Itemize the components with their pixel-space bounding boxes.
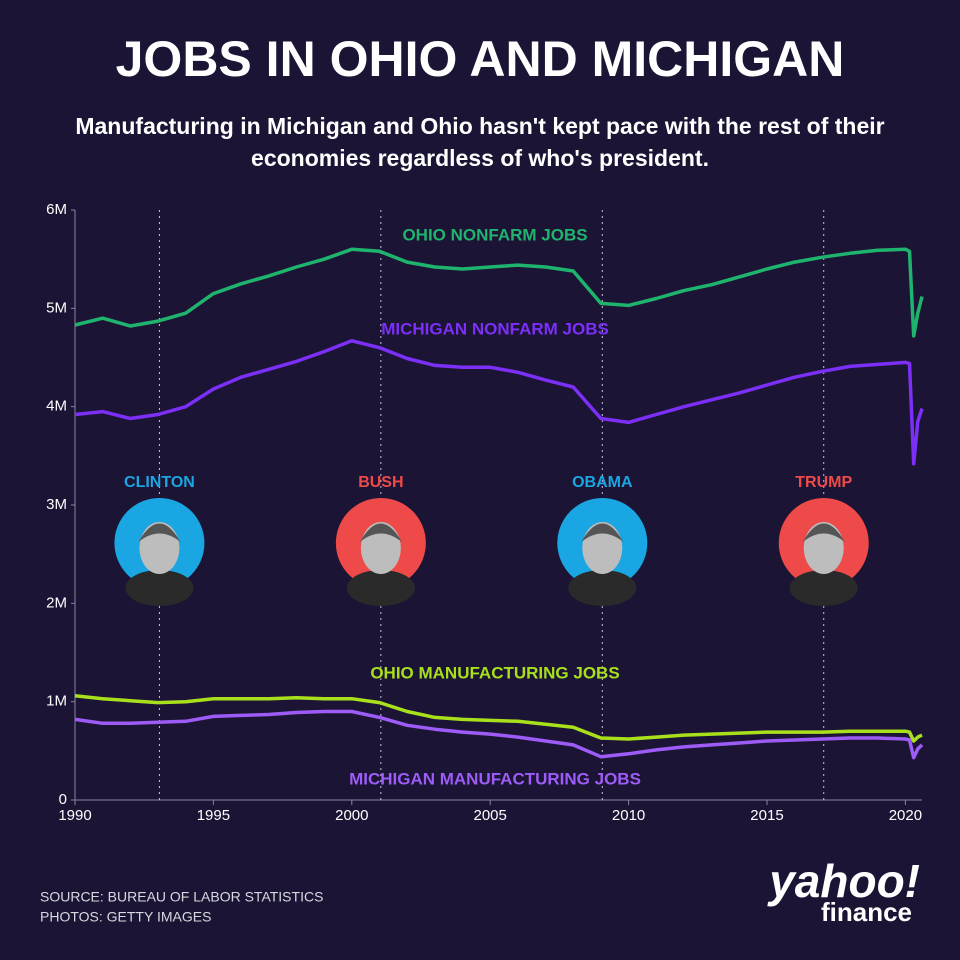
- y-tick-label: 1M: [46, 693, 67, 710]
- president-name: TRUMP: [795, 474, 852, 491]
- series-label: MICHIGAN MANUFACTURING JOBS: [349, 769, 641, 788]
- president-name: BUSH: [358, 474, 403, 491]
- series-label: OHIO NONFARM JOBS: [402, 225, 587, 244]
- president-shoulders: [346, 570, 415, 606]
- chart-title: JOBS IN OHIO AND MICHIGAN: [115, 31, 845, 87]
- x-tick-label: 2005: [474, 807, 507, 824]
- president-shoulders: [789, 570, 858, 606]
- series-line: [74, 709, 924, 760]
- president-hair: [359, 523, 402, 542]
- x-tick-label: 2000: [335, 807, 368, 824]
- y-tick-label: 6M: [46, 201, 67, 218]
- x-tick-label: 1995: [197, 807, 230, 824]
- x-tick-label: 2020: [889, 807, 922, 824]
- president-hair: [581, 523, 624, 542]
- president-name: OBAMA: [572, 474, 633, 491]
- source-note: SOURCE: BUREAU OF LABOR STATISTICS: [40, 889, 323, 905]
- series-line: [74, 694, 923, 743]
- president-hair: [802, 523, 845, 542]
- president-shoulders: [125, 570, 194, 606]
- chart-subtitle: Manufacturing in Michigan and Ohio hasn'…: [75, 113, 885, 171]
- president-hair: [138, 523, 181, 542]
- series-label: MICHIGAN NONFARM JOBS: [381, 319, 609, 338]
- series-line: [74, 247, 924, 338]
- y-tick-label: 3M: [46, 496, 67, 513]
- y-tick-label: 4M: [46, 398, 67, 415]
- series-label: OHIO MANUFACTURING JOBS: [370, 663, 619, 682]
- x-tick-label: 2010: [612, 807, 645, 824]
- y-tick-label: 0: [59, 791, 67, 808]
- president-shoulders: [568, 570, 637, 606]
- x-tick-label: 2015: [750, 807, 783, 824]
- president-name: CLINTON: [124, 474, 195, 491]
- x-tick-label: 1990: [58, 807, 91, 824]
- y-tick-label: 5M: [46, 299, 67, 316]
- y-tick-label: 2M: [46, 594, 67, 611]
- photo-credit: PHOTOS: GETTY IMAGES: [40, 909, 211, 925]
- logo-top: yahoo!: [767, 855, 920, 907]
- series-line: [74, 339, 924, 466]
- logo-bottom: finance: [821, 897, 912, 927]
